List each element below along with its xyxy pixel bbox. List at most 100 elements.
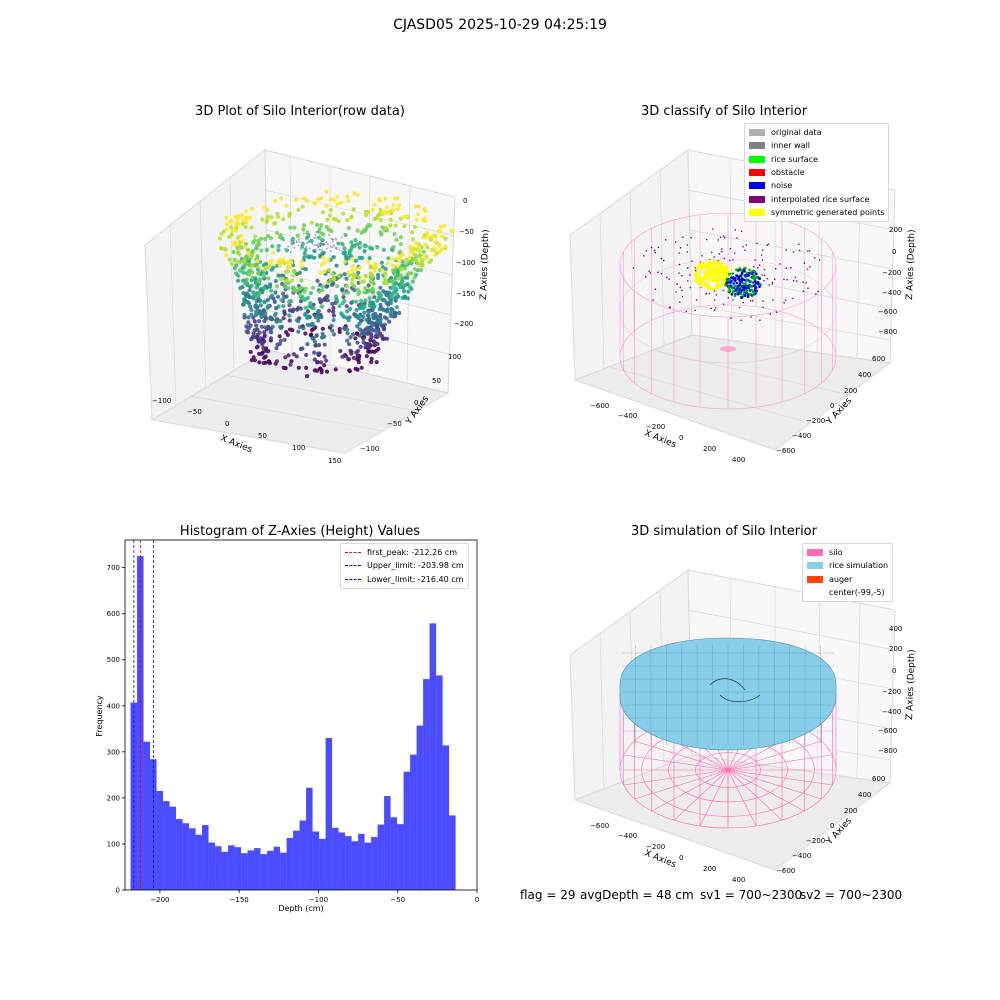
footer-flag: flag = 29 bbox=[520, 888, 576, 902]
figure-title: CJASD05 2025-10-29 04:25:19 bbox=[393, 17, 607, 33]
classify-silo-wireframe bbox=[619, 212, 837, 410]
classify-points bbox=[632, 228, 821, 352]
raw-xtick: 100 bbox=[292, 444, 305, 452]
histogram-bar bbox=[390, 817, 398, 890]
raw-ztick: −150 bbox=[456, 290, 475, 298]
simulation-xlabel: X Axies bbox=[643, 849, 678, 871]
raw-xtick: 50 bbox=[258, 432, 267, 440]
histogram-bar bbox=[228, 845, 235, 890]
histogram-xtick-label: −200 bbox=[150, 896, 169, 904]
classify-ytick: −400 bbox=[792, 432, 811, 440]
legend-item: Lower_limit: -216.40 cm bbox=[345, 573, 464, 586]
legend-item: symmetric generated points bbox=[749, 206, 884, 219]
simulation-xtick: 0 bbox=[679, 854, 683, 862]
raw-ztick: −200 bbox=[454, 320, 473, 328]
histogram-ytick-label: 700 bbox=[107, 564, 120, 572]
raw-ytick: −50 bbox=[387, 420, 402, 428]
histogram-bar bbox=[163, 801, 170, 890]
histogram-bar bbox=[195, 834, 203, 890]
legend-label: Lower_limit: -216.40 cm bbox=[367, 574, 464, 584]
histogram-chart: −200 −150 −100 −50 0 0100200300400500600700 … bbox=[95, 539, 479, 913]
legend-swatch bbox=[749, 129, 765, 137]
footer-avg-depth: avgDepth = 48 cm bbox=[580, 888, 694, 902]
legend-item: original data bbox=[749, 126, 884, 139]
simulation-xtick: −600 bbox=[590, 822, 609, 830]
simulation-rice-surface bbox=[619, 637, 837, 751]
simulation-ztick: −600 bbox=[878, 727, 897, 735]
histogram-bar bbox=[306, 787, 313, 890]
histogram-bar bbox=[208, 842, 216, 890]
histogram-bar bbox=[169, 806, 177, 890]
simulation-3d-plot: −600 −400 −200 0 200 400 600 400 200 0 −… bbox=[569, 569, 917, 884]
legend-swatch bbox=[807, 575, 823, 583]
histogram-bar bbox=[202, 825, 209, 890]
classify-ztick: −400 bbox=[882, 289, 901, 297]
legend-label: auger bbox=[829, 574, 853, 584]
classify-xtick: 400 bbox=[732, 456, 745, 464]
histogram-bar bbox=[423, 679, 430, 890]
classify-ztick: −600 bbox=[878, 308, 897, 316]
raw-xtick: −100 bbox=[152, 397, 171, 405]
classify-ytick: 200 bbox=[844, 387, 857, 395]
legend-swatch bbox=[749, 195, 765, 203]
simulation-ztick: −800 bbox=[878, 747, 897, 755]
raw-ytick: −100 bbox=[360, 445, 379, 453]
histogram-bar bbox=[351, 841, 359, 890]
histogram-bar bbox=[377, 824, 385, 890]
legend-label: first_peak: -212.26 cm bbox=[367, 548, 458, 558]
legend-swatch bbox=[749, 208, 765, 216]
legend-label: inner wall bbox=[771, 141, 811, 151]
histogram-bar bbox=[325, 738, 333, 890]
simulation-xtick: −200 bbox=[646, 843, 665, 851]
legend-label: symmetric generated points bbox=[771, 207, 885, 217]
classify-xtick: −400 bbox=[618, 412, 637, 420]
legend-item: silo bbox=[807, 546, 888, 559]
footer-sv1: sv1 = 700~2300 bbox=[700, 888, 803, 902]
histogram-ytick-label: 300 bbox=[107, 748, 120, 756]
simulation-ytick: −200 bbox=[806, 837, 825, 845]
simulation-xtick: 400 bbox=[732, 876, 745, 884]
histogram-xtick-label: −50 bbox=[390, 896, 405, 904]
histogram-bar bbox=[299, 820, 307, 890]
histogram-bar bbox=[429, 623, 437, 890]
histogram-bar bbox=[345, 836, 352, 890]
histogram-bars bbox=[130, 556, 456, 890]
legend-swatch bbox=[807, 549, 823, 557]
raw-zlabel: Z Axies (Depth) bbox=[479, 229, 491, 300]
classify-xtick: 0 bbox=[679, 434, 683, 442]
classify-ztick: 200 bbox=[889, 226, 902, 234]
raw-ytick: 50 bbox=[432, 377, 441, 385]
legend-item: Upper_limit: -203.98 cm bbox=[345, 559, 464, 572]
histogram-bar bbox=[241, 853, 248, 890]
classify-ytick: −600 bbox=[776, 447, 795, 455]
histogram-bar bbox=[176, 819, 183, 890]
raw-xtick: 0 bbox=[225, 420, 229, 428]
simulation-ytick: 400 bbox=[858, 791, 871, 799]
simulation-xtick: −400 bbox=[618, 832, 637, 840]
simulation-ztick: 200 bbox=[889, 645, 902, 653]
histogram-xtick-label: −100 bbox=[309, 896, 328, 904]
footer-sv2: sv2 = 700~2300 bbox=[800, 888, 903, 902]
histogram-bar bbox=[332, 827, 339, 890]
histogram-ytick-label: 600 bbox=[107, 610, 120, 618]
histogram-bar bbox=[403, 771, 411, 890]
raw-3d-plot: −100 −50 0 50 100 150 100 50 0 −50 −100 … bbox=[144, 148, 491, 465]
raw-ztick: 0 bbox=[463, 197, 467, 205]
legend-item: inner wall bbox=[749, 139, 884, 152]
histogram-y-ticks: 0 100 200 300 400 500 600 700 bbox=[107, 564, 125, 895]
simulation-ytick: −400 bbox=[792, 852, 811, 860]
classify-ztick: −200 bbox=[882, 269, 901, 277]
simulation-plot-title: 3D simulation of Silo Interior bbox=[631, 524, 817, 539]
legend-label: center(-99,-5) bbox=[829, 588, 885, 598]
histogram-bar bbox=[234, 847, 242, 890]
legend-swatch bbox=[749, 155, 765, 163]
classify-ytick: −200 bbox=[806, 417, 825, 425]
raw-ztick: −100 bbox=[456, 259, 475, 267]
histogram-bar bbox=[449, 815, 456, 890]
histogram-bar bbox=[273, 846, 281, 890]
raw-ztick: −50 bbox=[459, 228, 474, 236]
classify-xtick: 200 bbox=[703, 445, 716, 453]
histogram-bar bbox=[215, 846, 222, 890]
raw-xtick: −50 bbox=[187, 408, 202, 416]
histogram-bar bbox=[182, 823, 190, 890]
